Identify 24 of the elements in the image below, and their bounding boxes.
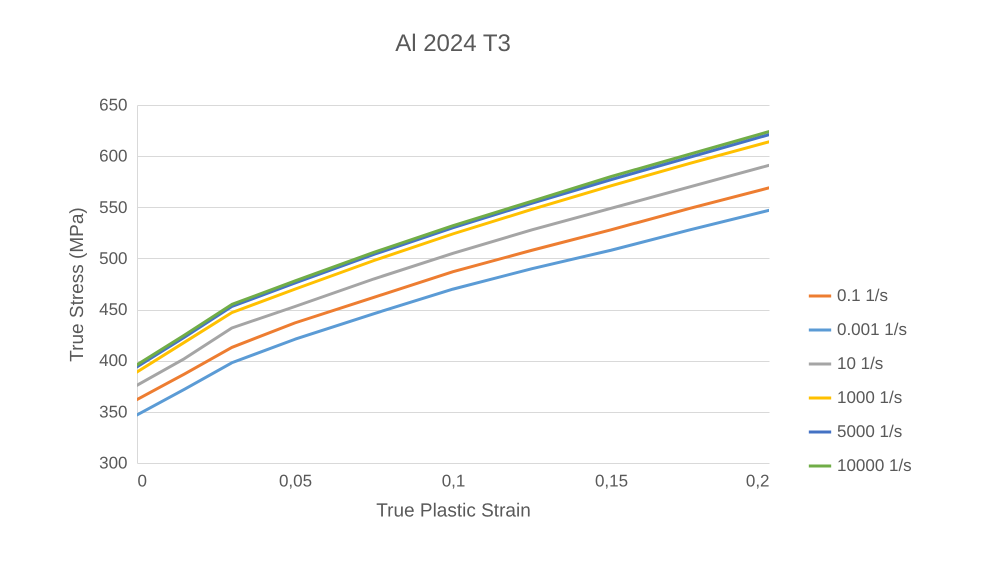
x-axis-title: True Plastic Strain — [376, 500, 531, 522]
legend-label: 5000 1/s — [837, 422, 902, 441]
y-tick-label: 400 — [99, 351, 128, 370]
line-series — [137, 186, 769, 402]
legend-label: 1000 1/s — [837, 388, 902, 407]
y-tick-label: 300 — [99, 454, 128, 472]
y-tick-label: 450 — [99, 300, 128, 320]
chart-title: Al 2024 T3 — [395, 30, 511, 57]
x-tick-label: 0,2 — [746, 472, 770, 490]
legend-label: 10 1/s — [837, 354, 884, 373]
y-tick-label: 650 — [99, 96, 128, 114]
x-tick-label: 0,1 — [442, 472, 466, 490]
x-tick-label: 0 — [138, 472, 147, 490]
y-axis-title: True Stress (MPa) — [67, 207, 88, 362]
x-tick-label: 0,15 — [594, 472, 628, 490]
line-series — [137, 208, 769, 416]
x-tick-label: 0,05 — [278, 472, 312, 490]
legend-label: 0.001 1/s — [837, 320, 907, 339]
y-tick-label: 550 — [99, 198, 128, 217]
legend-label: 0.1 1/s — [837, 286, 888, 305]
y-tick-label: 600 — [99, 146, 128, 166]
y-tick-label: 500 — [99, 248, 128, 268]
legend-label: 10000 1/s — [837, 456, 912, 475]
y-tick-label: 350 — [99, 402, 128, 422]
